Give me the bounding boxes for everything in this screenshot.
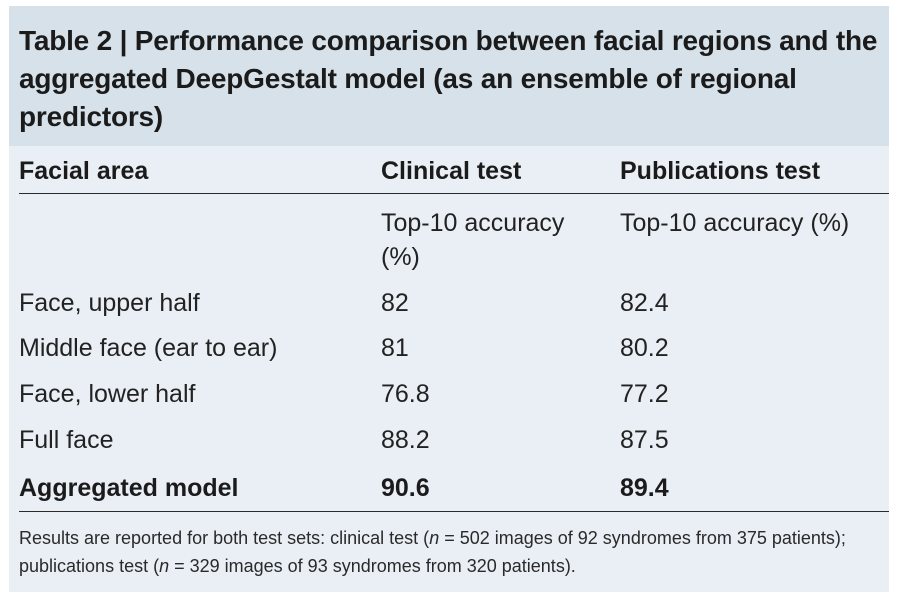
publications-value: 87.5	[620, 426, 669, 454]
publications-value: 89.4	[620, 474, 669, 502]
footnote-n-symbol: n	[429, 528, 440, 548]
table-title: Table 2 | Performance comparison between…	[19, 25, 878, 132]
clinical-value: 88.2	[381, 426, 430, 454]
row-label: Middle face (ear to ear)	[19, 334, 278, 362]
table-title-band: Table 2 | Performance comparison between…	[9, 6, 889, 146]
clinical-value: 76.8	[381, 380, 430, 408]
row-label: Face, upper half	[19, 289, 200, 317]
clinical-value: 81	[381, 334, 409, 362]
footnote-text-1: Results are reported for both test sets:…	[19, 528, 430, 548]
column-header-clinical-test: Clinical test	[381, 157, 522, 185]
subheader-publications-metric: Top-10 accuracy (%)	[620, 209, 850, 237]
clinical-value: 82	[381, 289, 409, 317]
clinical-value: 90.6	[381, 474, 430, 502]
row-label: Full face	[19, 426, 114, 454]
header-rule	[19, 193, 889, 194]
table-footnote: Results are reported for both test sets:…	[19, 524, 879, 580]
footnote-text-2: = 502 images of 92 syndromes from 375 pa…	[19, 528, 846, 576]
row-label: Aggregated model	[19, 474, 239, 502]
column-header-facial-area: Facial area	[19, 157, 149, 185]
subheader-clinical-metric: Top-10 accuracy (%)	[381, 209, 565, 271]
footnote-n-symbol: n	[159, 556, 170, 576]
publications-value: 77.2	[620, 380, 669, 408]
publications-value: 82.4	[620, 289, 669, 317]
footnote-text-3: = 329 images of 93 syndromes from 320 pa…	[169, 556, 576, 576]
publications-value: 80.2	[620, 334, 669, 362]
table-card: Table 2 | Performance comparison between…	[9, 6, 889, 592]
footer-rule	[19, 511, 889, 512]
column-header-publications-test: Publications test	[620, 157, 821, 185]
row-label: Face, lower half	[19, 380, 196, 408]
